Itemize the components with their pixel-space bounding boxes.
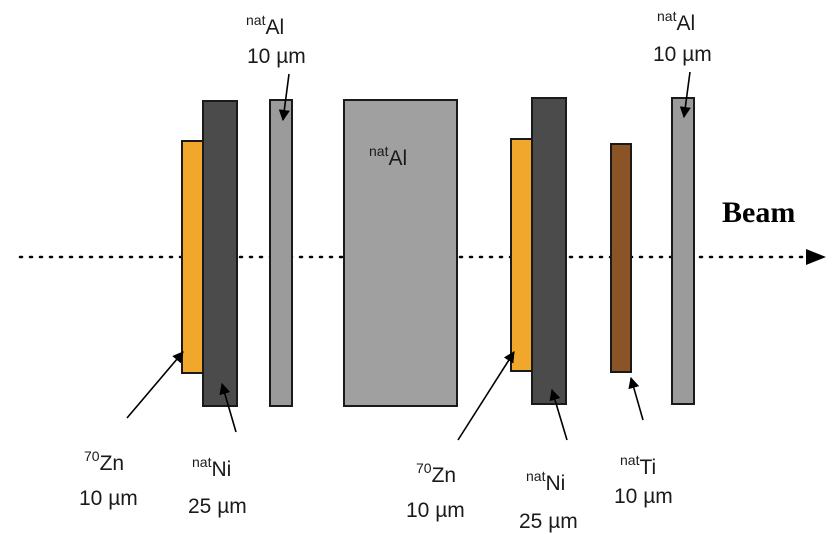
label-ni-left-thickness: 25 µm bbox=[188, 495, 247, 518]
arrow-ti-right bbox=[628, 376, 644, 421]
arrow-ni-left bbox=[219, 382, 237, 433]
label-zn-left-name: 70Zn bbox=[84, 448, 124, 475]
al-foil-left bbox=[269, 99, 293, 407]
label-al-top-right-name: natAl bbox=[657, 8, 695, 35]
label-al-top-right-thickness: 10 µm bbox=[653, 43, 712, 66]
label-ni-left-name: natNi bbox=[192, 454, 231, 481]
ni-foil-right bbox=[531, 97, 567, 405]
label-al-top-left-name: natAl bbox=[246, 12, 284, 39]
arrow-zn-left bbox=[126, 351, 184, 419]
al-degrader-block bbox=[343, 99, 458, 407]
label-ni-right-name: natNi bbox=[526, 468, 565, 495]
ni-foil-left bbox=[202, 100, 238, 407]
zn-foil-left bbox=[181, 140, 204, 374]
label-zn-right-thickness: 10 µm bbox=[406, 499, 465, 522]
arrow-al-top-left bbox=[278, 73, 290, 122]
pointer-arrows bbox=[126, 71, 691, 441]
label-ti-right-thickness: 10 µm bbox=[614, 485, 673, 508]
beam-arrowhead bbox=[806, 249, 826, 265]
label-zn-left-thickness: 10 µm bbox=[79, 487, 138, 510]
label-ti-right-name: natTi bbox=[620, 452, 656, 479]
arrow-zn-right bbox=[457, 351, 515, 441]
label-zn-right-name: 70Zn bbox=[416, 460, 456, 487]
label-al-top-left-thickness: 10 µm bbox=[247, 45, 306, 68]
beam-label: Beam bbox=[722, 196, 795, 229]
zn-foil-right bbox=[510, 138, 533, 372]
ti-foil-right bbox=[610, 143, 632, 373]
label-al-block-name: natAl bbox=[369, 143, 407, 170]
arrow-ni-right bbox=[549, 388, 568, 441]
al-foil-right bbox=[671, 97, 695, 405]
arrow-al-top-right bbox=[679, 71, 691, 119]
label-ni-right-thickness: 25 µm bbox=[519, 510, 578, 533]
